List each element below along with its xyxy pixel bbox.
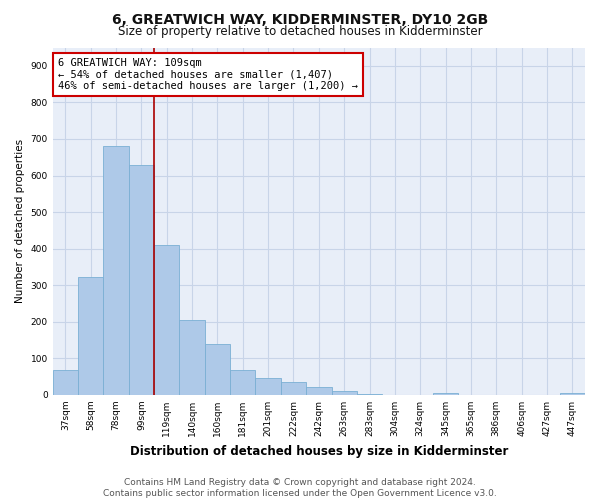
X-axis label: Distribution of detached houses by size in Kidderminster: Distribution of detached houses by size … xyxy=(130,444,508,458)
Bar xyxy=(103,146,129,395)
Y-axis label: Number of detached properties: Number of detached properties xyxy=(15,139,25,304)
Text: Size of property relative to detached houses in Kidderminster: Size of property relative to detached ho… xyxy=(118,25,482,38)
Text: 6, GREATWICH WAY, KIDDERMINSTER, DY10 2GB: 6, GREATWICH WAY, KIDDERMINSTER, DY10 2G… xyxy=(112,12,488,26)
Text: 6 GREATWICH WAY: 109sqm
← 54% of detached houses are smaller (1,407)
46% of semi: 6 GREATWICH WAY: 109sqm ← 54% of detache… xyxy=(58,58,358,91)
Bar xyxy=(357,394,382,395)
Bar xyxy=(129,164,154,395)
Text: Contains HM Land Registry data © Crown copyright and database right 2024.
Contai: Contains HM Land Registry data © Crown c… xyxy=(103,478,497,498)
Bar xyxy=(154,244,179,395)
Bar xyxy=(433,393,458,395)
Bar xyxy=(560,393,585,395)
Bar xyxy=(256,378,281,395)
Bar xyxy=(53,370,78,395)
Bar xyxy=(78,277,103,395)
Bar xyxy=(230,370,256,395)
Bar xyxy=(205,344,230,395)
Bar xyxy=(179,320,205,395)
Bar xyxy=(281,382,306,395)
Bar xyxy=(306,387,332,395)
Bar xyxy=(332,392,357,395)
